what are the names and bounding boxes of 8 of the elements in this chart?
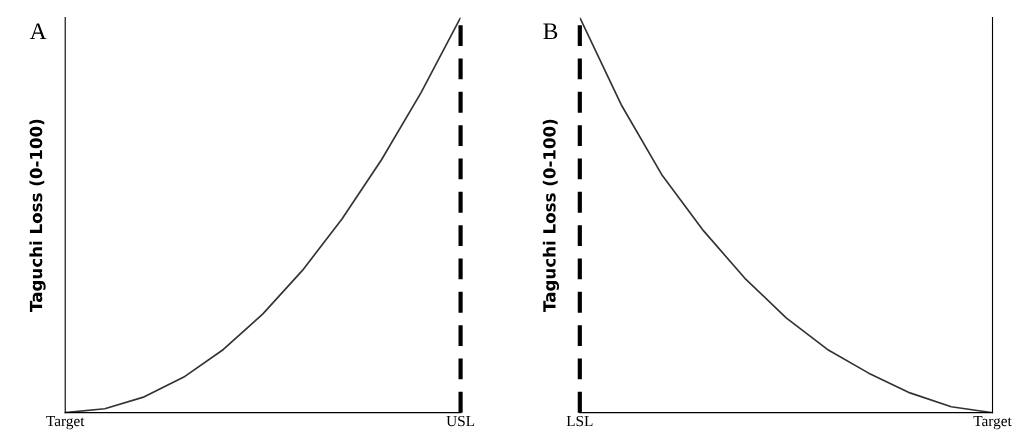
y-axis-title: Taguchi Loss (0-100) — [29, 119, 46, 312]
chart-title: B — [543, 23, 558, 40]
x-tick-label: Target — [973, 415, 1012, 430]
x-tick-label: LSL — [566, 415, 593, 427]
chart-title: A — [29, 23, 47, 40]
y-axis-title: Taguchi Loss (0-100) — [542, 119, 560, 312]
x-tick-label: Target — [46, 415, 85, 430]
x-tick-label: USL — [446, 415, 475, 427]
